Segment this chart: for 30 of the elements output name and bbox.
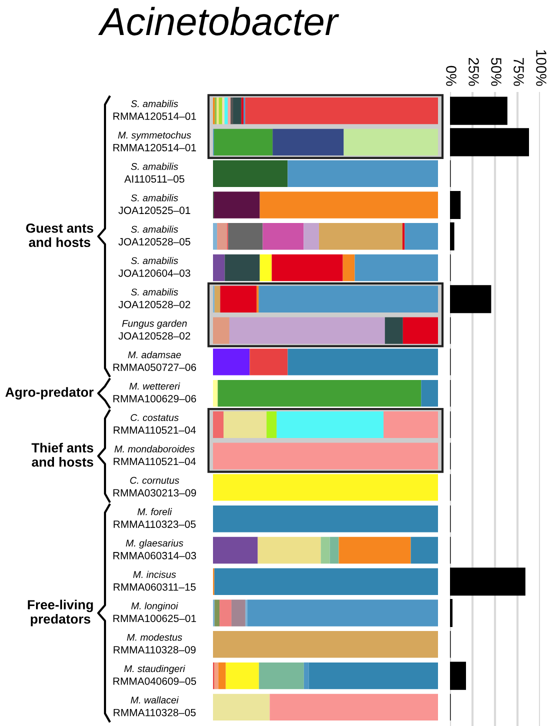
text: Free-living predators [28,600,93,626]
text: Thief ants and hosts [32,442,94,467]
y-tick-label: M. mondaboroides RMMA110521–04 [114,445,196,466]
y-tick-label: M. glaesarius RMMA060314–03 [113,539,196,560]
y-tick-label: S. amabilis JOA120604–03 [118,256,190,277]
y-tick-label: S. amabilis RMMA120514–01 [113,100,196,120]
y-tick-label: C. costatus RMMA110521–04 [114,414,196,434]
y-tick-label: M. incisus RMMA060311–15 [114,570,196,591]
x-tick-label: 0% [446,66,456,86]
y-tick-label: M. longinoi RMMA100625–01 [113,602,196,622]
y-tick-label: M. wettereri RMMA100629–06 [113,382,196,402]
text: Guest ants and hosts [26,223,94,248]
y-tick-label: S. amabilis JOA120528–02 [118,288,190,308]
x-tick-label: 25% [468,58,479,86]
x-tick-label: 75% [514,58,524,86]
y-tick-label: S. amabilis AI110511–05 [124,162,184,183]
x-tick-label: 50% [491,58,502,86]
y-tick-label: M. foreli RMMA110323–05 [114,508,196,528]
y-tick-label: S. amabilis JOA120528–05 [118,226,190,246]
text: Agro-predator [5,387,94,400]
y-tick-label: S. amabilis JOA120525–01 [118,194,190,214]
chart-title: Acinetobacter [98,6,340,36]
y-tick-label: Fungus garden JOA120528–02 [118,320,190,340]
y-tick-label: C. cornutus RMMA030213–09 [113,476,196,497]
y-tick-label: M. wallacei RMMA110328–05 [114,696,196,716]
y-tick-label: M. symmetochus RMMA120514–01 [113,131,196,152]
y-tick-label: M. staudingeri RMMA040609–05 [113,664,196,685]
y-tick-label: M. modestus RMMA110328–09 [114,634,196,654]
y-tick-label: M. adamsae RMMA050727–06 [113,351,196,371]
x-tick-label: 100% [536,50,546,86]
